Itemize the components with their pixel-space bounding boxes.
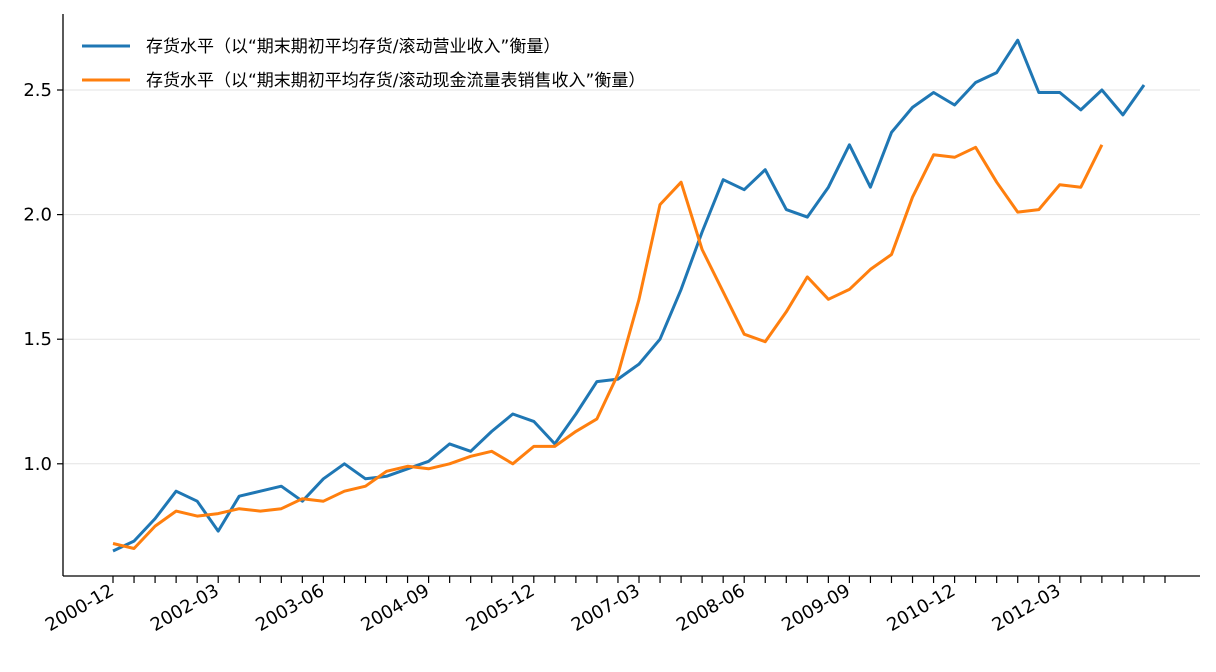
x-axis-ticks: 2000-12 2002-03 2003-06 2004-09 2005-12 2007-…	[42, 576, 1166, 636]
y-tick-label: 2.0	[23, 205, 52, 226]
x-tick-label: 2003-06	[252, 580, 328, 636]
x-tick-label: 2010-12	[883, 580, 959, 636]
x-tick-label: 2007-03	[568, 580, 644, 636]
x-tick-label: 2000-12	[42, 580, 118, 636]
y-tick-label: 1.5	[23, 329, 52, 350]
legend-label-2: 存货水平（以“期末期初平均存货/滚动现金流量表销售收入”衡量）	[146, 71, 645, 91]
series-line-2	[112, 144, 1104, 550]
series-line-1	[112, 38, 1146, 553]
x-tick-label: 2002-03	[147, 580, 223, 636]
x-tick-label: 2012-03	[989, 580, 1065, 636]
x-tick-label: 2005-12	[463, 580, 539, 636]
y-axis-ticks: 1.0 1.5 2.0 2.5	[23, 80, 63, 475]
x-tick-label: 2009-09	[778, 580, 854, 636]
y-tick-label: 2.5	[23, 80, 52, 101]
gridlines	[63, 89, 1200, 465]
y-tick-label: 1.0	[23, 454, 52, 475]
legend: 存货水平（以“期末期初平均存货/滚动营业收入”衡量） 存货水平（以“期末期初平均存…	[82, 37, 645, 91]
series-lines	[112, 38, 1146, 553]
legend-label-1: 存货水平（以“期末期初平均存货/滚动营业收入”衡量）	[146, 37, 560, 57]
x-tick-label: 2008-06	[673, 580, 749, 636]
x-tick-label: 2004-09	[357, 580, 433, 636]
